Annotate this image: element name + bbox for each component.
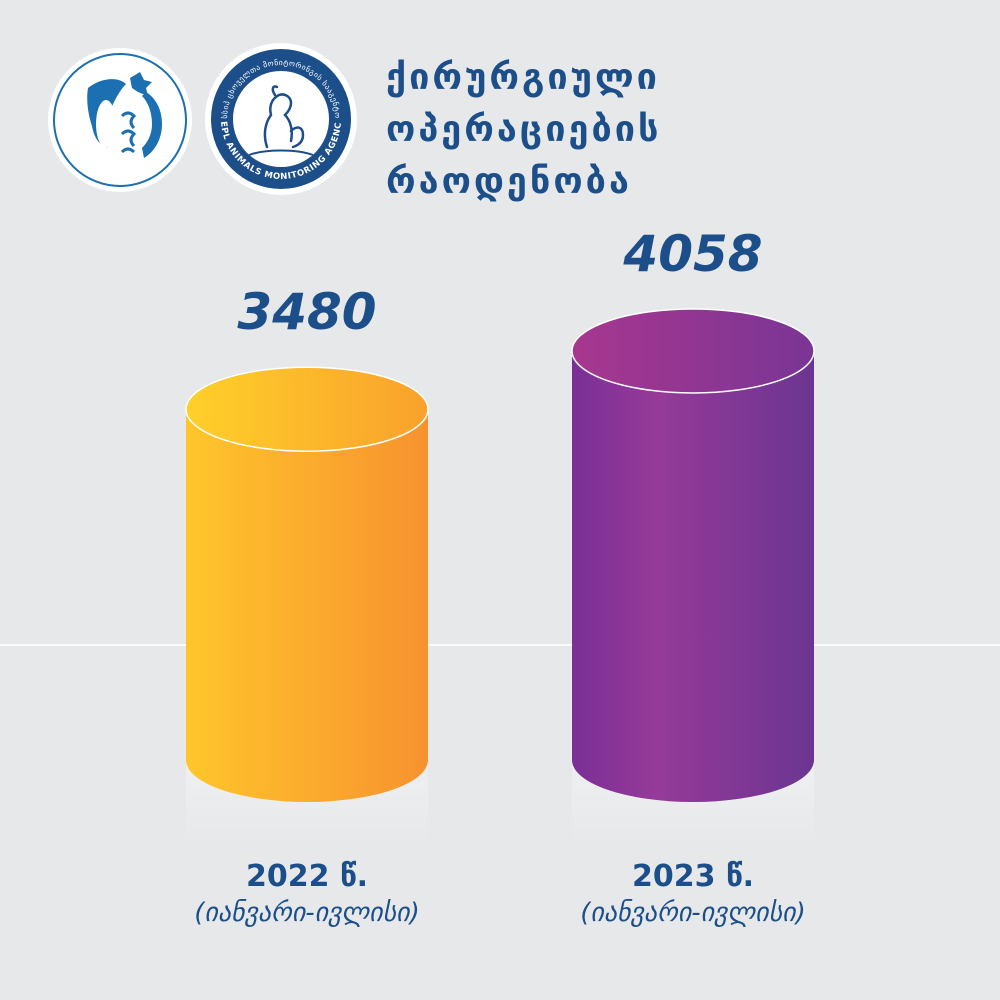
category-label-2022: 2022 წ. (იანვარი-ივლისი) (157, 858, 457, 930)
period-text: (იანვარი-ივლისი) (580, 898, 806, 928)
bar-body (186, 409, 428, 802)
cylinder-bar-2023 (571, 308, 815, 845)
animals-agency-logo: სსიპ ცხოველთა მონიტორინგის სააგენტო LEPL… (205, 43, 357, 195)
cylinder-bar-2022 (185, 366, 429, 845)
ministry-emblem-logo (48, 48, 192, 192)
chart-title: ქირურგიული ოპერაციების რაოდენობა (386, 52, 661, 208)
bar-top (571, 308, 815, 394)
year-text: 2022 წ. (246, 859, 368, 894)
period-text: (იანვარი-ივლისი) (194, 898, 420, 928)
bar-top (185, 366, 429, 452)
title-line-2: ოპერაციების (386, 109, 662, 150)
value-label-2023: 4058 (622, 225, 762, 283)
category-label-2023: 2023 წ. (იანვარი-ივლისი) (543, 858, 843, 930)
bar-body (572, 350, 814, 802)
value-label-2022: 3480 (237, 283, 376, 341)
year-text: 2023 წ. (632, 859, 754, 894)
title-line-3: რაოდენობა (386, 161, 632, 202)
title-line-1: ქირურგიული (386, 57, 660, 98)
